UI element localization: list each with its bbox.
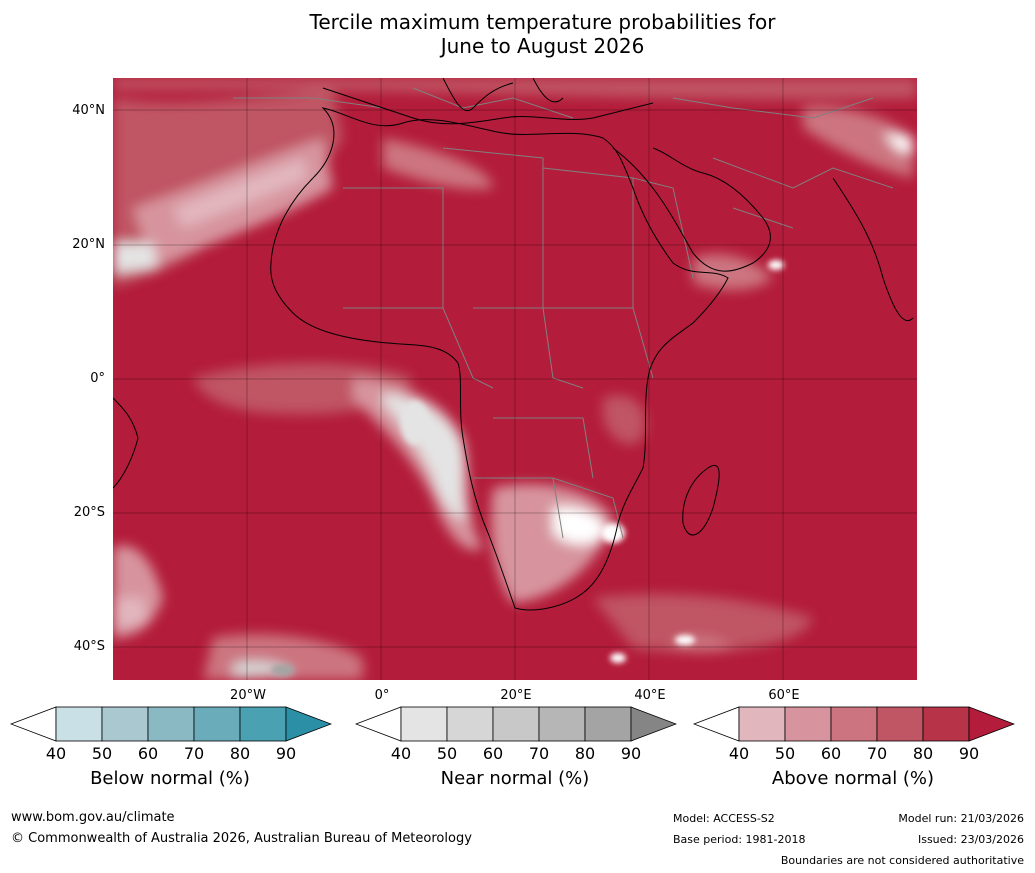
probability-map	[113, 78, 917, 680]
colorbar-extend-high	[285, 706, 332, 742]
colorbar-below-normal	[10, 706, 332, 742]
colorbar-tick-label: 50	[91, 744, 113, 763]
colorbar-segment	[55, 706, 103, 742]
colorbar-segment	[584, 706, 632, 742]
colorbar-extend-low	[10, 706, 57, 742]
colorbar-segment	[400, 706, 448, 742]
lat-label-20s: 20°S	[73, 505, 105, 520]
footer-disclaimer: Boundaries are not considered authoritat…	[780, 854, 1024, 867]
colorbar-tick-label: 40	[390, 744, 412, 763]
footer-copyright: © Commonwealth of Australia 2026, Austra…	[11, 831, 472, 846]
colorbar-near-normal	[355, 706, 677, 742]
colorbar-tick-label: 70	[183, 744, 205, 763]
footer-website: www.bom.gov.au/climate	[11, 810, 175, 825]
colorbar-tick-label: 60	[482, 744, 504, 763]
lat-label-20n: 20°N	[72, 237, 105, 252]
colorbar-segment	[193, 706, 241, 742]
footer-model-run: Model run: 21/03/2026	[898, 812, 1024, 825]
colorbar-segment	[538, 706, 586, 742]
colorbar-extend-high	[630, 706, 677, 742]
footer-model: Model: ACCESS-S2	[673, 812, 775, 825]
colorbar-tick-label: 80	[574, 744, 596, 763]
graticule	[113, 78, 917, 680]
footer-issued: Issued: 23/03/2026	[917, 833, 1024, 846]
lon-label-40e: 40°E	[634, 688, 666, 703]
colorbar-extend-low	[355, 706, 402, 742]
colorbar-tick-label: 90	[958, 744, 980, 763]
colorbar-below-title: Below normal (%)	[90, 768, 250, 789]
colorbar-segment	[239, 706, 287, 742]
colorbar-extend-high	[968, 706, 1015, 742]
colorbar-near-title: Near normal (%)	[440, 768, 590, 789]
lat-label-40n: 40°N	[72, 103, 105, 118]
colorbar-tick-label: 60	[137, 744, 159, 763]
lon-label-60e: 60°E	[768, 688, 800, 703]
colorbar-tick-label: 80	[912, 744, 934, 763]
lon-label-0: 0°	[374, 688, 390, 703]
lon-label-20w: 20°W	[230, 688, 266, 703]
lon-label-20e: 20°E	[500, 688, 532, 703]
colorbar-segment	[830, 706, 878, 742]
map-canvas	[113, 78, 917, 680]
colorbar-tick-label: 90	[275, 744, 297, 763]
footer-base-period: Base period: 1981-2018	[673, 833, 806, 846]
colorbar-tick-label: 50	[774, 744, 796, 763]
probability-spots	[271, 260, 784, 676]
coastlines	[113, 78, 914, 611]
colorbar-segment	[492, 706, 540, 742]
colorbar-tick-label: 40	[728, 744, 750, 763]
colorbar-segment	[922, 706, 970, 742]
lat-label-0: 0°	[90, 371, 105, 386]
colorbar-tick-label: 70	[866, 744, 888, 763]
colorbar-above-title: Above normal (%)	[771, 768, 935, 789]
colorbar-segment	[738, 706, 786, 742]
lat-label-40s: 40°S	[73, 639, 105, 654]
colorbar-extend-low	[693, 706, 740, 742]
colorbar-segment	[446, 706, 494, 742]
colorbar-tick-label: 70	[528, 744, 550, 763]
colorbar-tick-label: 60	[820, 744, 842, 763]
colorbar-above-normal	[693, 706, 1015, 742]
country-borders	[233, 87, 894, 539]
title-line-2: June to August 2026	[440, 34, 645, 58]
colorbar-segment	[876, 706, 924, 742]
colorbar-tick-label: 50	[436, 744, 458, 763]
colorbar-tick-label: 80	[229, 744, 251, 763]
colorbar-tick-label: 40	[45, 744, 67, 763]
chart-title: Tercile maximum temperature probabilitie…	[0, 10, 1035, 58]
colorbar-segment	[147, 706, 195, 742]
colorbar-segment	[101, 706, 149, 742]
colorbar-tick-label: 90	[620, 744, 642, 763]
probability-zones	[113, 78, 917, 680]
title-line-1: Tercile maximum temperature probabilitie…	[309, 10, 776, 34]
colorbar-segment	[784, 706, 832, 742]
